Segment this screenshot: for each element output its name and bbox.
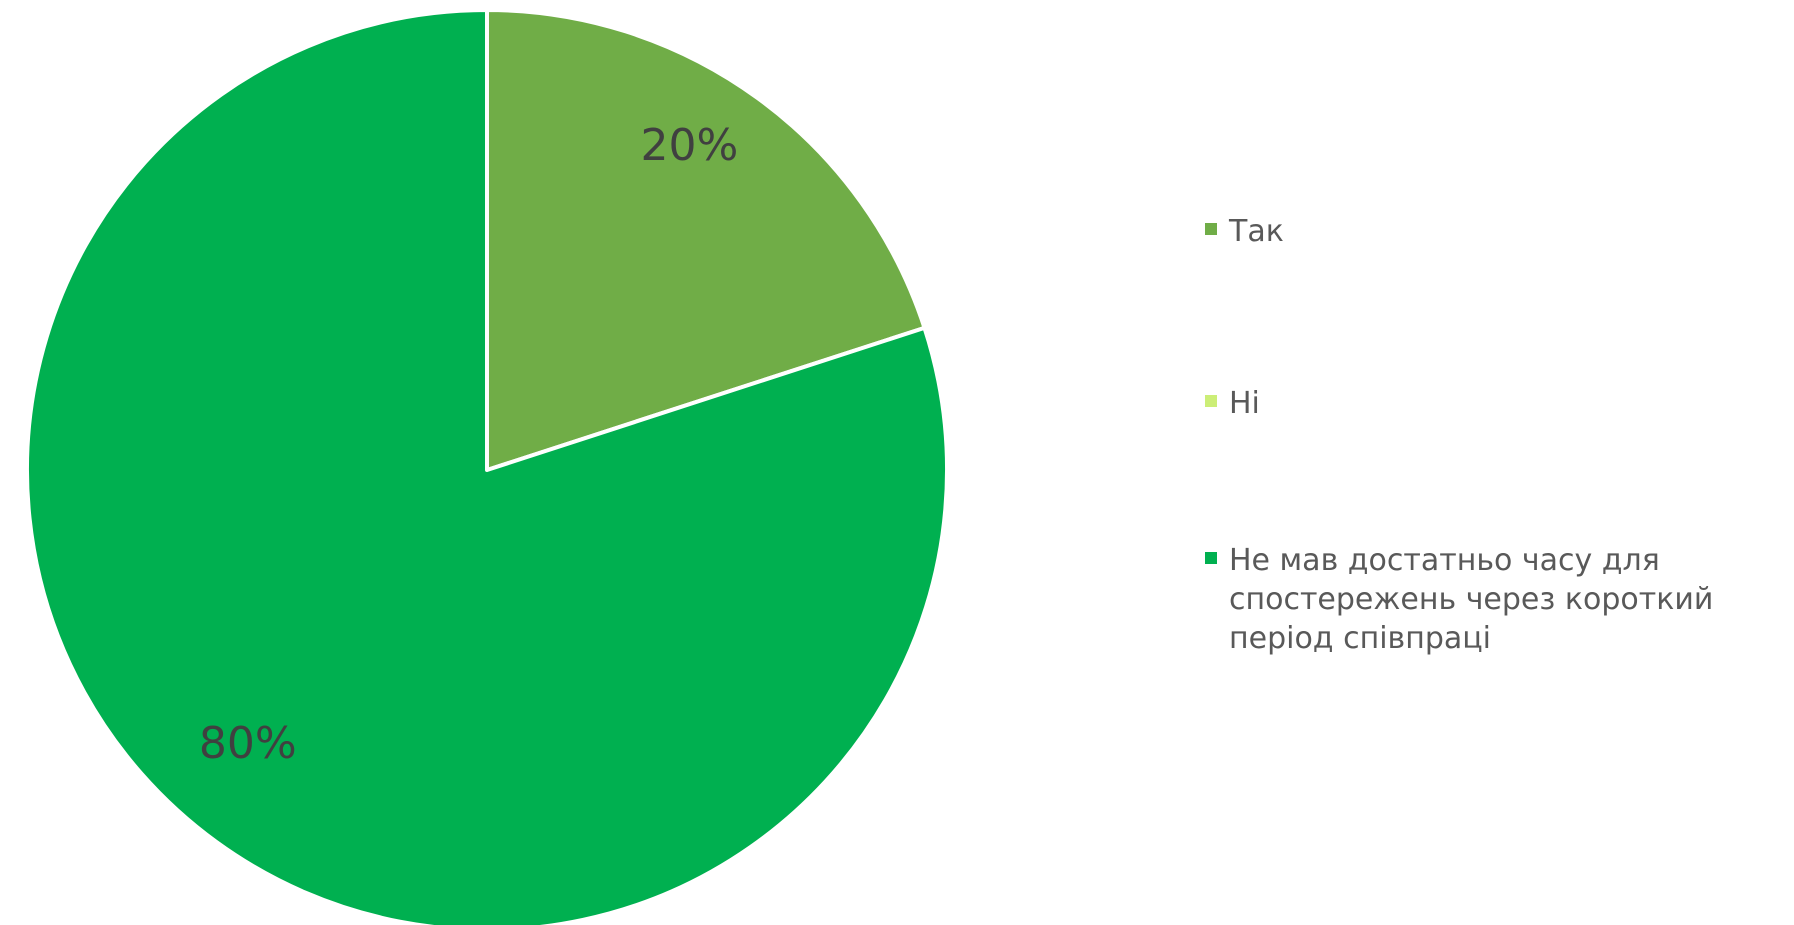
pie-slices [25, 8, 949, 925]
pie-data-labels: 20% 80% [199, 120, 738, 769]
pie-slice-no-time [25, 8, 949, 925]
legend-item-no-time: Не мав достатньо часу для спостережень ч… [1205, 541, 1785, 658]
legend-marker-no [1205, 395, 1217, 407]
data-label-yes: 20% [641, 120, 739, 171]
legend-label-no-time: Не мав достатньо часу для спостережень ч… [1229, 543, 1714, 656]
legend-label-yes: Так [1229, 214, 1284, 249]
legend-item-no: Ні [1205, 384, 1785, 423]
pie-slice-yes [485, 8, 927, 472]
legend-marker-yes [1205, 223, 1217, 235]
legend-label-no: Ні [1229, 386, 1260, 421]
chart-legend: Так Ні Не мав достатньо часу для спостер… [1205, 212, 1785, 658]
legend-item-yes: Так [1205, 212, 1785, 251]
data-label-no-time: 80% [199, 718, 297, 769]
legend-marker-no-time [1205, 552, 1217, 564]
